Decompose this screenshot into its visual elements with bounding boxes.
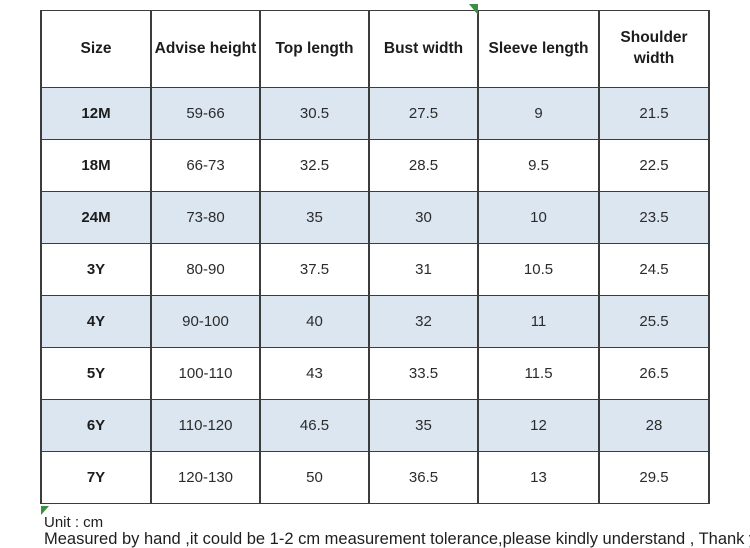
- value-cell: 28.5: [368, 139, 479, 192]
- value-cell: 28: [598, 399, 710, 452]
- value-cell: 120-130: [150, 451, 261, 504]
- value-cell: 12: [477, 399, 600, 452]
- table-row: 3Y 80-90 37.5 31 10.5 24.5: [40, 243, 710, 296]
- table-row: 4Y 90-100 40 32 11 25.5: [40, 295, 710, 348]
- value-cell: 29.5: [598, 451, 710, 504]
- value-cell: 40: [259, 295, 370, 348]
- value-cell: 110-120: [150, 399, 261, 452]
- value-cell: 11.5: [477, 347, 600, 400]
- size-cell: 7Y: [40, 451, 152, 504]
- value-cell: 80-90: [150, 243, 261, 296]
- green-corner-marker-icon: [469, 4, 478, 15]
- value-cell: 26.5: [598, 347, 710, 400]
- size-cell: 18M: [40, 139, 152, 192]
- header-cell-bust-width: Bust width: [368, 10, 479, 88]
- table-row: 6Y 110-120 46.5 35 12 28: [40, 399, 710, 452]
- value-cell: 32: [368, 295, 479, 348]
- value-cell: 100-110: [150, 347, 261, 400]
- size-chart-table: Size Advise height Top length Bust width…: [40, 10, 710, 504]
- value-cell: 46.5: [259, 399, 370, 452]
- green-corner-marker-icon: [41, 506, 49, 515]
- header-cell-shoulder-width: Shoulder width: [598, 10, 710, 88]
- size-chart-table-container: Size Advise height Top length Bust width…: [40, 10, 710, 504]
- value-cell: 30: [368, 191, 479, 244]
- header-cell-top-length: Top length: [259, 10, 370, 88]
- unit-note: Unit : cm: [44, 514, 104, 531]
- value-cell: 32.5: [259, 139, 370, 192]
- header-cell-sleeve-length: Sleeve length: [477, 10, 600, 88]
- value-cell: 33.5: [368, 347, 479, 400]
- value-cell: 9.5: [477, 139, 600, 192]
- size-cell: 3Y: [40, 243, 152, 296]
- table-row: 5Y 100-110 43 33.5 11.5 26.5: [40, 347, 710, 400]
- value-cell: 35: [259, 191, 370, 244]
- table-row: 7Y 120-130 50 36.5 13 29.5: [40, 451, 710, 504]
- value-cell: 23.5: [598, 191, 710, 244]
- value-cell: 13: [477, 451, 600, 504]
- value-cell: 37.5: [259, 243, 370, 296]
- value-cell: 66-73: [150, 139, 261, 192]
- header-cell-size: Size: [40, 10, 152, 88]
- size-cell: 6Y: [40, 399, 152, 452]
- value-cell: 10.5: [477, 243, 600, 296]
- value-cell: 35: [368, 399, 479, 452]
- tolerance-note: Measured by hand ,it could be 1-2 cm mea…: [44, 530, 750, 548]
- value-cell: 59-66: [150, 87, 261, 140]
- value-cell: 50: [259, 451, 370, 504]
- value-cell: 10: [477, 191, 600, 244]
- value-cell: 43: [259, 347, 370, 400]
- size-cell: 5Y: [40, 347, 152, 400]
- value-cell: 73-80: [150, 191, 261, 244]
- value-cell: 21.5: [598, 87, 710, 140]
- value-cell: 27.5: [368, 87, 479, 140]
- value-cell: 11: [477, 295, 600, 348]
- size-cell: 12M: [40, 87, 152, 140]
- value-cell: 22.5: [598, 139, 710, 192]
- value-cell: 90-100: [150, 295, 261, 348]
- value-cell: 31: [368, 243, 479, 296]
- value-cell: 30.5: [259, 87, 370, 140]
- value-cell: 25.5: [598, 295, 710, 348]
- header-row: Size Advise height Top length Bust width…: [40, 10, 710, 88]
- value-cell: 24.5: [598, 243, 710, 296]
- table-row: 18M 66-73 32.5 28.5 9.5 22.5: [40, 139, 710, 192]
- value-cell: 9: [477, 87, 600, 140]
- value-cell: 36.5: [368, 451, 479, 504]
- table-row: 12M 59-66 30.5 27.5 9 21.5: [40, 87, 710, 140]
- size-cell: 24M: [40, 191, 152, 244]
- size-cell: 4Y: [40, 295, 152, 348]
- header-cell-advise-height: Advise height: [150, 10, 261, 88]
- table-row: 24M 73-80 35 30 10 23.5: [40, 191, 710, 244]
